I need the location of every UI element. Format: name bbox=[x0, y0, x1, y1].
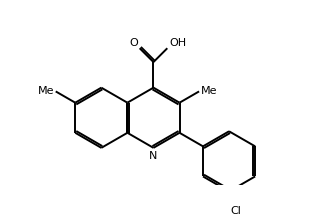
Text: Me: Me bbox=[38, 86, 54, 97]
Text: N: N bbox=[149, 150, 158, 160]
Text: O: O bbox=[129, 38, 138, 48]
Text: Me: Me bbox=[201, 86, 217, 97]
Text: OH: OH bbox=[169, 38, 186, 48]
Text: Cl: Cl bbox=[231, 206, 242, 214]
